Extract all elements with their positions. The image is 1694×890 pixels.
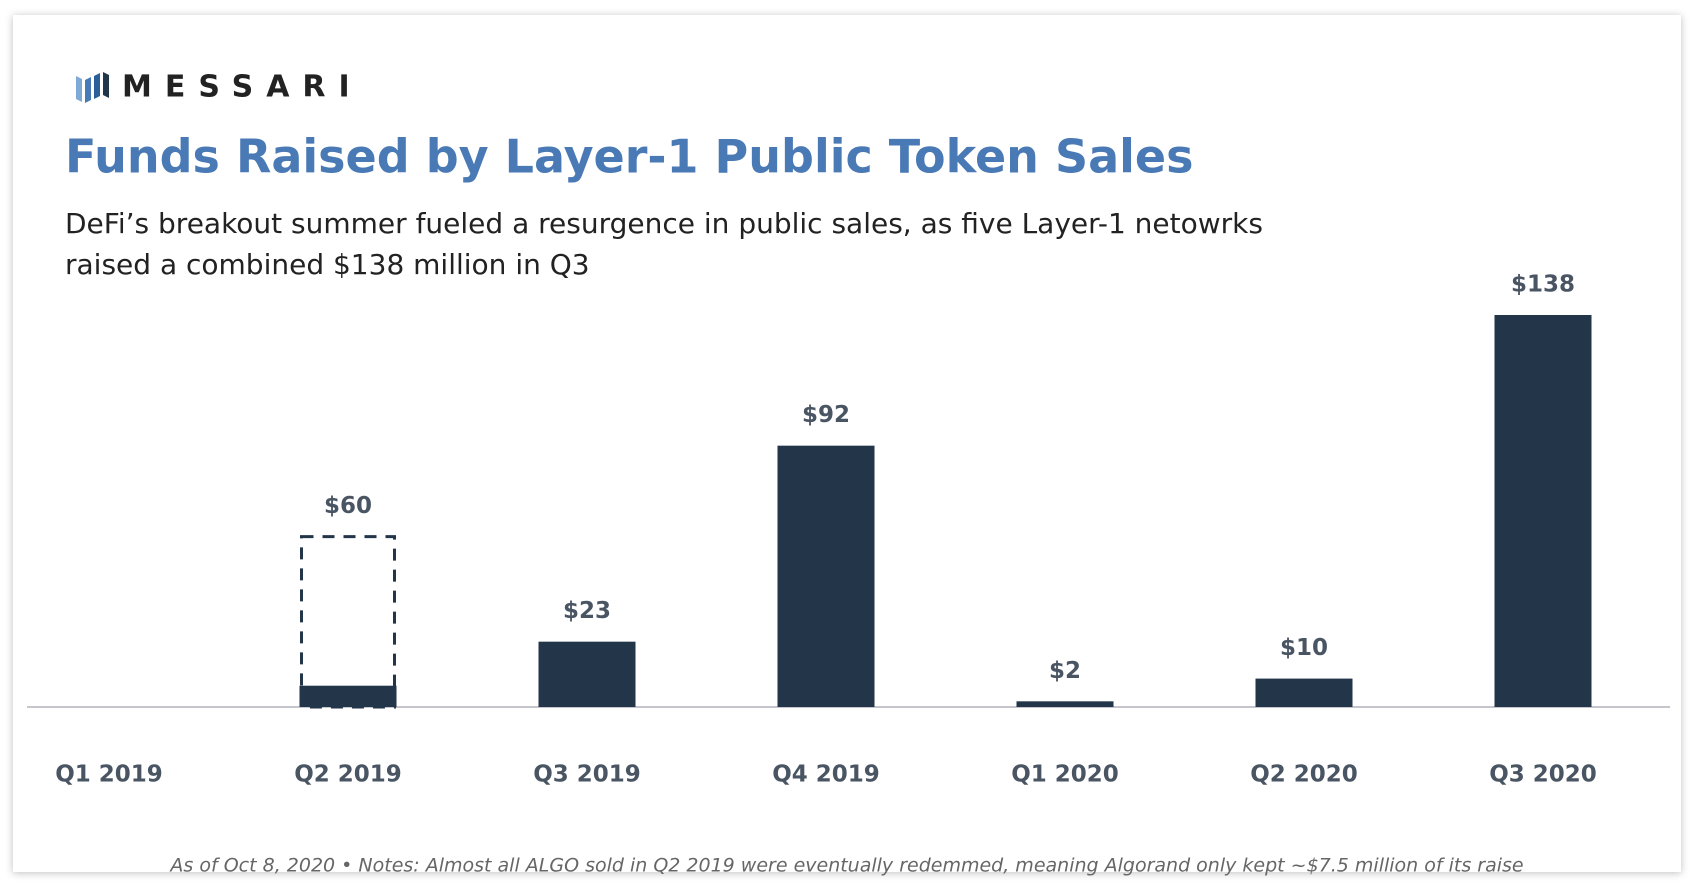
bar — [538, 641, 636, 707]
x-tick-label: Q1 2019 — [55, 762, 163, 788]
bar — [299, 685, 397, 707]
footnote: As of Oct 8, 2020 • Notes: Almost all AL… — [168, 855, 1523, 877]
value-label: $10 — [1280, 635, 1328, 661]
x-tick-label: Q4 2019 — [772, 762, 880, 788]
bar-outline — [300, 535, 396, 709]
subtitle: DeFi’s breakout summer fueled a resurgen… — [65, 207, 1263, 240]
chart-title: Funds Raised by Layer-1 Public Token Sal… — [65, 130, 1193, 184]
logo-icon — [76, 72, 109, 103]
x-tick-label: Q1 2020 — [1011, 762, 1119, 788]
bar — [1494, 315, 1592, 707]
value-label: $23 — [563, 598, 611, 624]
value-label: $60 — [324, 493, 372, 519]
bar — [1255, 678, 1353, 707]
bar — [777, 445, 875, 707]
bar — [1016, 701, 1114, 707]
x-tick-label: Q2 2019 — [294, 762, 402, 788]
subtitle: raised a combined $138 million in Q3 — [65, 248, 590, 281]
x-tick-label: Q2 2020 — [1250, 762, 1358, 788]
value-label: $138 — [1511, 272, 1575, 298]
x-tick-label: Q3 2019 — [533, 762, 641, 788]
value-label: $2 — [1049, 658, 1081, 684]
value-label: $92 — [802, 402, 850, 428]
card — [13, 15, 1681, 872]
x-tick-label: Q3 2020 — [1489, 762, 1597, 788]
brand: MESSARI — [122, 70, 363, 105]
